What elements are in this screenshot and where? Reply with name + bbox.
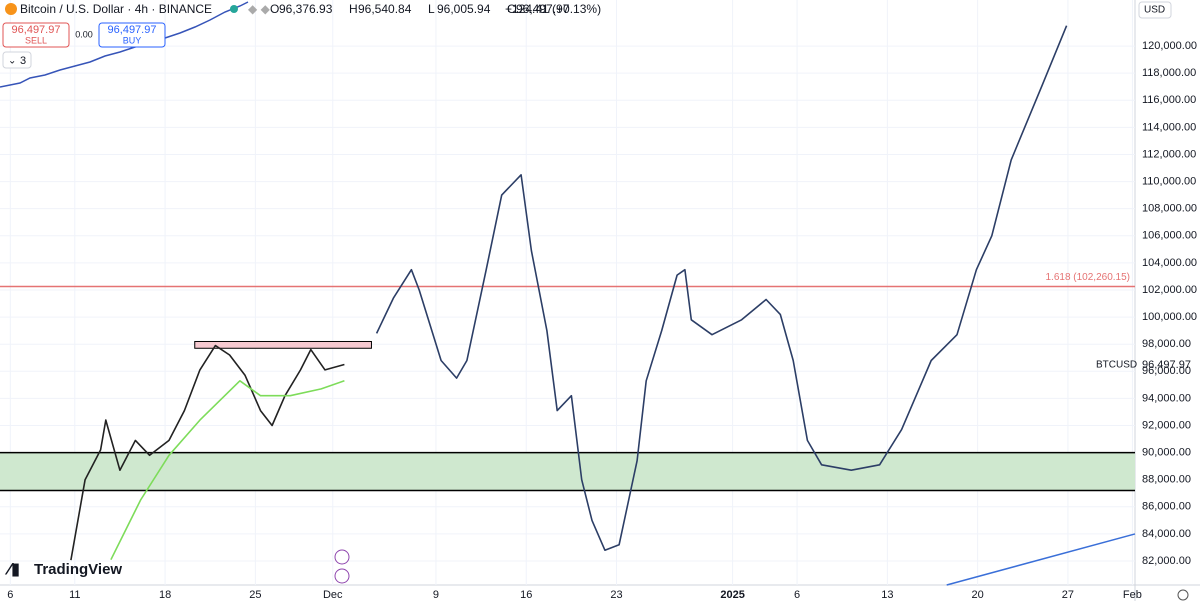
price-axis-panel: [1135, 0, 1200, 601]
change: +124.41 (+0.13%): [505, 2, 601, 16]
spread: 0.00: [75, 29, 93, 39]
y-tick-label: 106,000.00: [1142, 230, 1197, 242]
x-tick-label: 20: [972, 589, 984, 601]
indicators-toggle[interactable]: [2, 51, 32, 69]
y-tick-label: 90,000.00: [1142, 447, 1191, 459]
x-tick-label: 11: [69, 589, 80, 601]
ohlc-value: 96,497.97: [516, 2, 570, 16]
y-tick-label: 104,000.00: [1142, 257, 1197, 269]
series-line: [110, 380, 345, 561]
sell-label: SELL: [25, 35, 47, 45]
series-line: [70, 344, 345, 561]
resistance-box: [194, 340, 372, 349]
level-label: 1.618 (102,260.15): [1045, 272, 1130, 283]
y-tick-label: 108,000.00: [1142, 203, 1197, 215]
x-tick-label: 23: [610, 589, 622, 601]
y-tick-label: 96,000.00: [1142, 365, 1191, 377]
x-tick-label: 2025: [720, 589, 744, 601]
ohlc-key: O: [270, 2, 279, 16]
x-tick-label: Feb: [1123, 589, 1142, 601]
y-tick-label: 82,000.00: [1142, 555, 1191, 567]
y-tick-label: 100,000.00: [1142, 311, 1197, 323]
y-tick-label: 94,000.00: [1142, 392, 1191, 404]
y-tick-label: 98,000.00: [1142, 338, 1191, 350]
buy-label: BUY: [123, 35, 142, 45]
symbol-icon: [5, 3, 17, 15]
ohlc-key: L: [428, 2, 435, 16]
indicator-line: [0, 1, 249, 88]
ohlc-key: H: [349, 2, 358, 16]
currency-button[interactable]: [1138, 1, 1172, 19]
y-tick-label: 86,000.00: [1142, 501, 1191, 513]
y-tick-label: 92,000.00: [1142, 419, 1191, 431]
ohlc: O 96,376.93 H 96,540.84 L 96,005.94 C 96,497.97: [270, 2, 570, 16]
header: Bitcoin / U.S. Dollar · 4h · BINANCE ◆ ◆…: [5, 2, 601, 16]
ohlc-value: 96,005.94: [437, 2, 491, 16]
series-line: [375, 25, 1068, 551]
trade-buttons: 96,497.97 SELL 0.00 96,497.97 BUY ⌄ 3: [2, 22, 166, 69]
ticker-label: BTCUSD: [1096, 360, 1137, 371]
y-tick-label: 88,000.00: [1142, 474, 1191, 486]
brand: TradingView: [34, 561, 122, 578]
y-tick-label: 120,000.00: [1142, 40, 1197, 52]
y-tick-label: 114,000.00: [1142, 121, 1196, 133]
x-tick-label: Dec: [323, 589, 343, 601]
zone: [0, 452, 1135, 491]
plot-area: 1.618 (102,260.15): [0, 0, 1136, 586]
y-tick-label: 116,000.00: [1142, 94, 1196, 106]
x-tick-label: 18: [159, 589, 171, 601]
buy-button[interactable]: [98, 22, 166, 48]
sell-price: 96,497.97: [12, 24, 61, 36]
last-price: 96,497.97: [1142, 359, 1191, 371]
toggle-icon: ⌄: [8, 56, 16, 67]
symbol: Bitcoin / U.S. Dollar · 4h · BINANCE: [20, 2, 212, 16]
y-tick-label: 118,000.00: [1142, 67, 1196, 79]
x-tick-label: 9: [433, 589, 439, 601]
tool-button[interactable]: [334, 549, 350, 565]
y-tick-label: 84,000.00: [1142, 528, 1191, 540]
trendline: [946, 533, 1136, 586]
status-dot: [230, 5, 238, 13]
x-tick-label: 6: [7, 589, 13, 601]
brand-logo: ⁄▮: [4, 559, 20, 578]
x-tick-label: 13: [881, 589, 893, 601]
tool-button[interactable]: [334, 568, 350, 584]
y-tick-label: 112,000.00: [1142, 148, 1196, 160]
buy-price: 96,497.97: [108, 24, 157, 36]
ohlc-value: 96,376.93: [279, 2, 333, 16]
ohlc-key: C: [507, 2, 516, 16]
x-tick-label: 25: [249, 589, 261, 601]
currency: USD: [1144, 5, 1165, 16]
ohlc-value: 96,540.84: [358, 2, 412, 16]
x-tick-label: 27: [1062, 589, 1074, 601]
y-tick-label: 110,000.00: [1142, 175, 1196, 187]
x-tick-label: 16: [520, 589, 532, 601]
x-tick-label: 6: [794, 589, 800, 601]
icon: ◆ ◆: [248, 2, 271, 16]
settings-button[interactable]: [1177, 589, 1189, 601]
indicator-count: 3: [20, 55, 26, 67]
sell-button[interactable]: [2, 22, 70, 48]
y-tick-label: 102,000.00: [1142, 284, 1197, 296]
